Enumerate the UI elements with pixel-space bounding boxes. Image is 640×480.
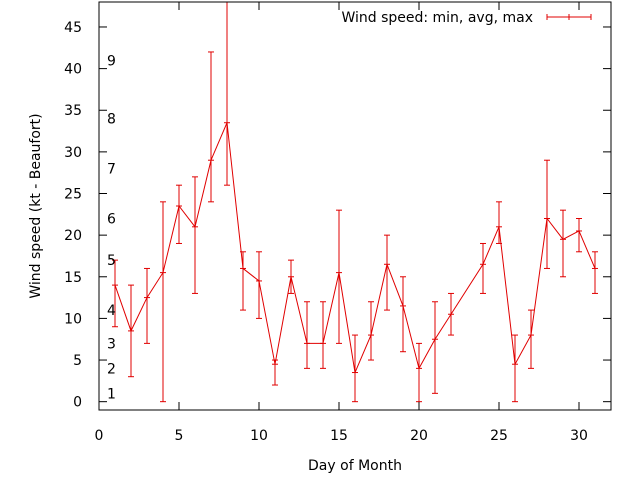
- data-point: [208, 157, 214, 164]
- data-point: [416, 365, 422, 372]
- data-point: [128, 327, 134, 334]
- data-point: [400, 302, 406, 309]
- x-axis-label: Day of Month: [308, 458, 402, 474]
- data-point: [432, 336, 438, 343]
- data-point: [528, 332, 534, 339]
- data-point: [224, 119, 230, 126]
- y-tick-label: 15: [64, 270, 82, 286]
- y-tick-label: 45: [64, 20, 82, 36]
- y-axis-label: Wind speed (kt - Beaufort): [28, 113, 44, 298]
- data-point: [240, 265, 246, 272]
- beaufort-label: 1: [107, 386, 116, 402]
- beaufort-label: 9: [107, 53, 116, 69]
- data-point: [560, 236, 566, 243]
- data-point: [448, 311, 454, 318]
- x-tick-label: 5: [175, 428, 184, 444]
- data-point: [192, 223, 198, 230]
- y-tick-label: 35: [64, 103, 82, 119]
- data-point: [544, 215, 550, 222]
- beaufort-label: 4: [107, 303, 116, 319]
- legend: Wind speed: min, avg, max: [341, 10, 592, 26]
- data-point: [576, 227, 582, 234]
- beaufort-label: 3: [107, 336, 116, 352]
- data-point: [384, 261, 390, 268]
- x-tick-label: 25: [490, 428, 508, 444]
- data-point: [336, 269, 342, 276]
- plot-frame: [98, 1, 612, 411]
- data-point: [288, 273, 294, 280]
- beaufort-label: 8: [107, 112, 116, 128]
- x-tick-label: 20: [410, 428, 428, 444]
- data-point: [304, 340, 310, 347]
- beaufort-label: 5: [107, 253, 116, 269]
- legend-swatch: [546, 14, 592, 20]
- data-point: [512, 361, 518, 368]
- data-point: [144, 294, 150, 301]
- beaufort-label: 6: [107, 211, 116, 227]
- data-point: [496, 223, 502, 230]
- y-tick-label: 0: [73, 395, 82, 411]
- data-point: [176, 203, 182, 209]
- legend-label: Wind speed: min, avg, max: [341, 10, 533, 26]
- plot-content: [112, 1, 598, 403]
- beaufort-label: 2: [107, 361, 116, 377]
- x-tick-label: 15: [330, 428, 348, 444]
- data-point: [480, 261, 486, 268]
- y-tick-label: 30: [64, 145, 82, 161]
- series-line: [114, 120, 596, 375]
- data-point: [320, 340, 326, 347]
- y-tick-label: 10: [64, 311, 82, 327]
- x-tick-label: 0: [95, 428, 104, 444]
- x-tick-label: 10: [250, 428, 268, 444]
- data-point: [352, 369, 358, 376]
- data-point: [112, 282, 118, 289]
- data-point: [160, 269, 166, 276]
- data-point: [272, 361, 278, 368]
- y-tick-label: 20: [64, 228, 82, 244]
- beaufort-scale: 1 2 3 4 5 6 7 8 9: [107, 53, 116, 402]
- data-point: [368, 332, 374, 339]
- data-point: [592, 265, 598, 272]
- y-tick-label: 25: [64, 187, 82, 203]
- beaufort-label: 7: [107, 162, 116, 178]
- y-tick-label: 40: [64, 62, 82, 78]
- x-axis: 0 5 10 15 20 25 30: [95, 2, 588, 444]
- x-tick-label: 30: [570, 428, 588, 444]
- data-point: [256, 277, 262, 284]
- y-tick-label: 5: [73, 353, 82, 369]
